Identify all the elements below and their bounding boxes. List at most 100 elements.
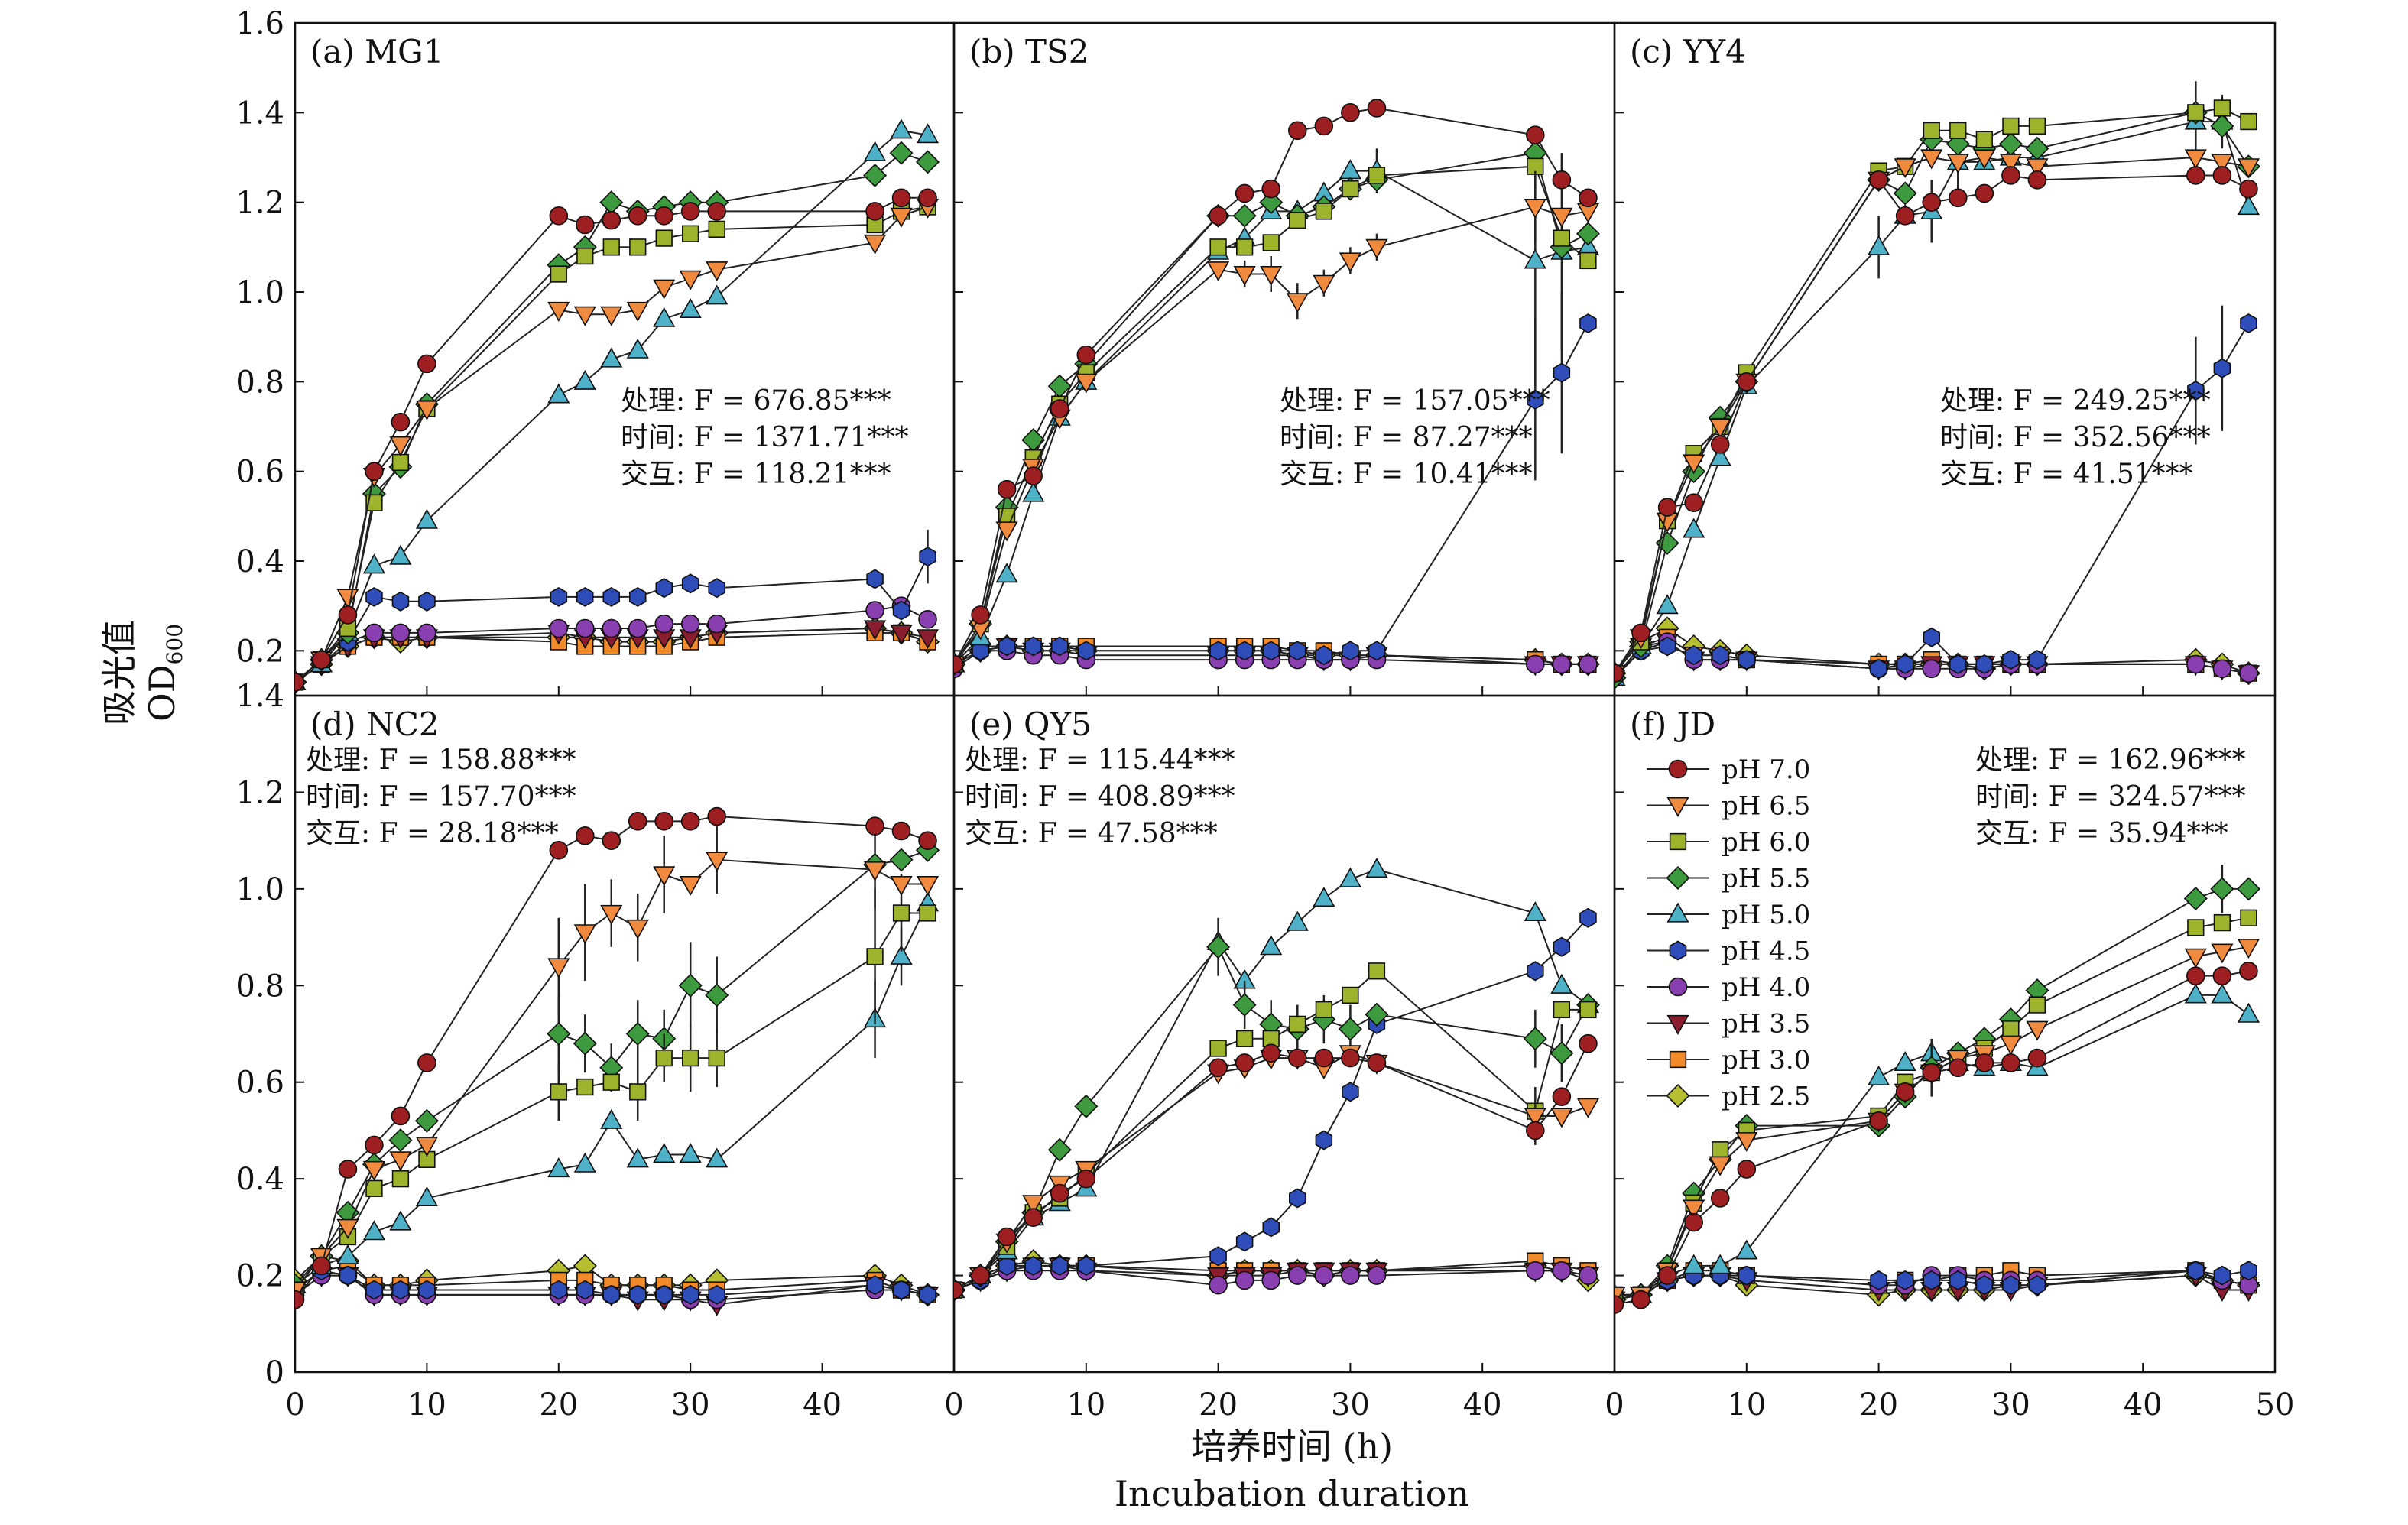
panel-4-series-line bbox=[295, 858, 928, 1291]
panel-6-data-point bbox=[1869, 1111, 1888, 1131]
panel-4-data-point bbox=[550, 1280, 568, 1300]
panel-1-data-point bbox=[362, 553, 386, 574]
panel-5-stat-line: 交互: F = 47.58*** bbox=[965, 818, 1218, 849]
panel-5-xtick-label: 10 bbox=[1066, 1387, 1105, 1423]
panel-6-series-ph-7-0 bbox=[1615, 962, 2258, 1314]
panel-1-series-line bbox=[295, 556, 929, 683]
panel-4-series-ph-7-0 bbox=[295, 806, 937, 1309]
panel-2-series-line bbox=[954, 206, 1589, 665]
panel-5-data-point bbox=[1550, 973, 1573, 994]
panel-1-data-point bbox=[295, 673, 305, 692]
panel-5-data-point bbox=[1235, 1270, 1254, 1290]
panel-1-data-point bbox=[365, 623, 384, 643]
panel-5-data-point bbox=[1579, 907, 1597, 928]
panel-2-title: (b) TS2 bbox=[969, 33, 1089, 70]
panel-3-data-point bbox=[2002, 117, 2020, 135]
panel-1-data-point bbox=[418, 591, 436, 612]
panel-6-data-point bbox=[2213, 913, 2231, 932]
legend-item: pH 6.5 bbox=[1647, 791, 1810, 822]
panel-2-series-group bbox=[954, 99, 1600, 681]
panel-4-data-point bbox=[628, 1284, 647, 1305]
panel-4-data-point bbox=[339, 1265, 357, 1286]
panel-4-data-point bbox=[681, 1284, 699, 1305]
panel-1-stat-line: 处理: F = 676.85*** bbox=[621, 385, 891, 417]
panel-3-stat-line: 时间: F = 352.56*** bbox=[1940, 422, 2211, 453]
panel-3-data-point bbox=[1737, 372, 1757, 391]
panel-6-data-point bbox=[2212, 966, 2232, 985]
panel-1-data-point bbox=[679, 270, 702, 290]
panel-1-data-point bbox=[391, 623, 411, 643]
panel-3-data-point bbox=[1684, 493, 1703, 513]
panel-6-data-point bbox=[2026, 1020, 2049, 1041]
panel-3-data-point bbox=[2187, 381, 2205, 401]
panel-6-xtick-label: 40 bbox=[2124, 1387, 2163, 1423]
panel-1-data-point bbox=[915, 150, 940, 174]
panel-4-data-point bbox=[576, 1078, 594, 1096]
panel-5-data-point bbox=[1579, 1266, 1598, 1285]
panel-4-data-point bbox=[706, 1147, 729, 1168]
panel-2-data-point bbox=[1553, 229, 1571, 247]
panel-6-data-point bbox=[2237, 1002, 2260, 1023]
panel-2-data-point bbox=[1526, 125, 1545, 144]
panel-4-data-point bbox=[680, 812, 700, 831]
panel-1-data-point bbox=[654, 206, 674, 226]
panel-2-data-point bbox=[1289, 211, 1306, 229]
panel-4-data-point bbox=[365, 1135, 384, 1155]
panel-6-data-point bbox=[1684, 1212, 1703, 1232]
panel-6-data-point bbox=[1870, 1270, 1887, 1290]
panel-6-data-point bbox=[2187, 1261, 2205, 1281]
panel-3-data-point bbox=[1975, 183, 1994, 203]
panel-3-data-point bbox=[1949, 654, 1967, 674]
panel-3-data-point bbox=[1922, 659, 1942, 679]
panel-4-series-line bbox=[295, 849, 928, 1286]
panel-1-data-point bbox=[708, 220, 725, 238]
panel-1-data-point bbox=[575, 215, 595, 235]
panel-5-data-point bbox=[1527, 961, 1544, 982]
panel-3-data-point bbox=[2001, 166, 2020, 185]
panel-3-stat-line: 交互: F = 41.51*** bbox=[1940, 459, 2193, 490]
panel-6-xtick-label: 10 bbox=[1727, 1387, 1766, 1423]
panel-6-data-point bbox=[2184, 948, 2207, 969]
panel-2-data-point bbox=[1076, 345, 1096, 365]
panel-2-data-point bbox=[1314, 116, 1334, 136]
panel-6-data-point bbox=[2001, 1053, 2020, 1072]
panel-4-ytick-label: 0.6 bbox=[235, 1066, 284, 1101]
panel-2-stat-line: 时间: F = 87.27*** bbox=[1280, 422, 1533, 453]
panel-3-title: (c) YY4 bbox=[1630, 33, 1746, 70]
panel-1-data-point bbox=[365, 586, 383, 607]
panel-6-data-point bbox=[2240, 909, 2257, 926]
panel-5-data-point bbox=[1077, 1255, 1095, 1276]
panel-6-data-point bbox=[2028, 996, 2046, 1014]
panel-4-data-point bbox=[628, 812, 647, 831]
panel-1-data-point bbox=[707, 202, 726, 221]
legend-label: pH 7.0 bbox=[1722, 754, 1810, 785]
panel-3-series-line bbox=[1615, 323, 2250, 679]
panel-1-data-point bbox=[890, 118, 913, 139]
panel-4-series-ph-6-5 bbox=[295, 826, 940, 1302]
panel-4-data-point bbox=[547, 1157, 570, 1178]
panel-6-data-point bbox=[1737, 1160, 1757, 1179]
panel-2-data-point bbox=[954, 654, 964, 674]
panel-2-data-point bbox=[995, 521, 1018, 542]
panel-1-data-point bbox=[417, 623, 436, 643]
panel-4-data-point bbox=[679, 876, 702, 896]
panel-3-data-point bbox=[2212, 659, 2232, 679]
panel-4-data-point bbox=[891, 821, 911, 841]
panel-3-series-group bbox=[1615, 81, 2260, 690]
panel-3-data-point bbox=[1658, 636, 1676, 657]
panel-5-data-point bbox=[1261, 1270, 1281, 1290]
panel-4-ytick-label: 0.8 bbox=[235, 969, 284, 1004]
panel-2-data-point bbox=[1341, 103, 1360, 122]
panel-3-data-point bbox=[1738, 650, 1756, 670]
panel-1-data-point bbox=[549, 618, 569, 638]
panel-5-xtick-label: 0 bbox=[944, 1387, 963, 1423]
panel-4-series-line bbox=[295, 1270, 928, 1296]
panel-5-data-point bbox=[1342, 986, 1359, 1004]
panel-3-data-point bbox=[2210, 114, 2234, 138]
panel-2-series-line bbox=[954, 170, 1589, 665]
panel-2-data-point bbox=[1527, 389, 1544, 410]
panel-6-data-point bbox=[2211, 983, 2234, 1004]
panel-5-data-point bbox=[971, 1266, 990, 1285]
panel-3-data-point bbox=[1709, 418, 1731, 439]
panel-2-data-point bbox=[1261, 179, 1281, 199]
